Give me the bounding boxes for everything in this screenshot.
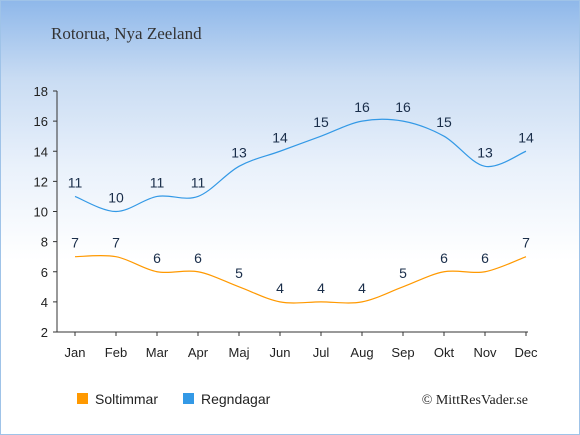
data-label-soltimmar: 5	[235, 265, 243, 281]
data-label-regndagar: 16	[354, 99, 370, 115]
data-label-soltimmar: 7	[71, 235, 79, 251]
data-label-regndagar: 10	[108, 190, 124, 206]
data-label-regndagar: 15	[436, 114, 452, 130]
x-tick-label: Aug	[350, 345, 373, 360]
data-labels: 7 7 6 6 5 4 4 4 5 6 6 7 11 10 11 11 13 14 15 16 16 15 13 14	[68, 99, 534, 296]
data-label-soltimmar: 7	[112, 235, 120, 251]
chart-title: Rotorua, Nya Zeeland	[51, 24, 202, 43]
x-tick-label: Sep	[391, 345, 414, 360]
series-lines	[74, 118, 527, 304]
y-tick-label: 14	[34, 144, 48, 159]
legend-swatch-soltimmar	[77, 393, 88, 404]
data-label-regndagar: 16	[395, 99, 411, 115]
data-label-soltimmar: 7	[522, 235, 530, 251]
legend-label-regndagar: Regndagar	[201, 391, 271, 407]
credit-text: © MittResVader.se	[422, 393, 528, 408]
axes: 2 4 6 8 10 12 14 16 18 Jan Feb Mar Apr Maj Jun Jul Aug Se…	[34, 84, 539, 360]
series-line-soltimmar	[74, 254, 527, 304]
data-label-soltimmar: 6	[481, 250, 489, 266]
x-tick-label: Maj	[229, 345, 250, 360]
x-tick-label: Apr	[188, 345, 209, 360]
data-label-regndagar: 13	[477, 144, 493, 160]
data-label-soltimmar: 6	[440, 250, 448, 266]
x-tick-label: Mar	[146, 345, 169, 360]
data-label-regndagar: 11	[150, 174, 165, 190]
x-tick-label: Jun	[270, 345, 291, 360]
y-tick-label: 12	[34, 174, 48, 189]
legend: Soltimmar Regndagar	[77, 391, 271, 407]
data-label-regndagar: 14	[518, 129, 534, 145]
data-label-soltimmar: 6	[153, 250, 161, 266]
y-tick-label: 6	[41, 265, 48, 280]
data-label-regndagar: 13	[231, 144, 247, 160]
data-label-soltimmar: 6	[194, 250, 202, 266]
x-tick-label: Dec	[514, 345, 538, 360]
x-tick-label: Okt	[434, 345, 455, 360]
y-tick-label: 16	[34, 114, 48, 129]
legend-label-soltimmar: Soltimmar	[95, 391, 158, 407]
y-tick-label: 8	[41, 235, 48, 250]
data-label-regndagar: 14	[272, 129, 288, 145]
y-tick-label: 10	[34, 205, 48, 220]
data-label-regndagar: 11	[68, 174, 83, 190]
data-label-soltimmar: 4	[317, 280, 325, 296]
x-tick-label: Jul	[313, 345, 330, 360]
data-label-soltimmar: 4	[358, 280, 366, 296]
y-tick-label: 18	[34, 84, 48, 99]
x-tick-label: Jan	[65, 345, 86, 360]
data-label-soltimmar: 4	[276, 280, 284, 296]
legend-swatch-regndagar	[183, 393, 194, 404]
x-tick-label: Feb	[105, 345, 127, 360]
x-tick-label: Nov	[473, 345, 497, 360]
y-tick-label: 4	[41, 295, 48, 310]
data-label-soltimmar: 5	[399, 265, 407, 281]
y-tick-label: 2	[41, 325, 48, 340]
data-label-regndagar: 11	[191, 174, 206, 190]
series-line-regndagar	[74, 118, 527, 213]
data-label-regndagar: 15	[313, 114, 329, 130]
